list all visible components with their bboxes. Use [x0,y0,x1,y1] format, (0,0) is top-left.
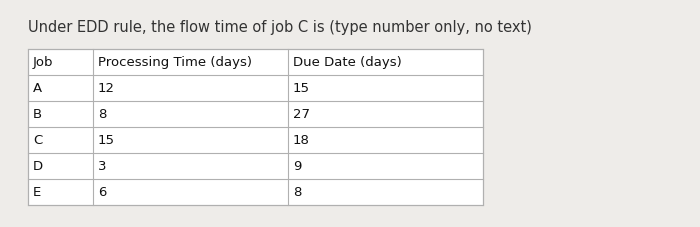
Text: 12: 12 [98,82,115,95]
Text: D: D [33,160,43,173]
Text: 27: 27 [293,108,310,121]
Text: 8: 8 [98,108,106,121]
Text: 8: 8 [293,186,302,199]
Text: Processing Time (days): Processing Time (days) [98,56,252,69]
Text: 15: 15 [98,134,115,147]
Text: 6: 6 [98,186,106,199]
Text: Under EDD rule, the flow time of job C is (type number only, no text): Under EDD rule, the flow time of job C i… [28,20,532,35]
Text: C: C [33,134,42,147]
Text: Job: Job [33,56,53,69]
Text: Due Date (days): Due Date (days) [293,56,402,69]
Text: A: A [33,82,42,95]
Bar [28,50,483,205]
Text: 15: 15 [293,82,310,95]
Text: 18: 18 [293,134,310,147]
Text: B: B [33,108,42,121]
Text: 3: 3 [98,160,106,173]
Text: E: E [33,186,41,199]
Text: 9: 9 [293,160,302,173]
